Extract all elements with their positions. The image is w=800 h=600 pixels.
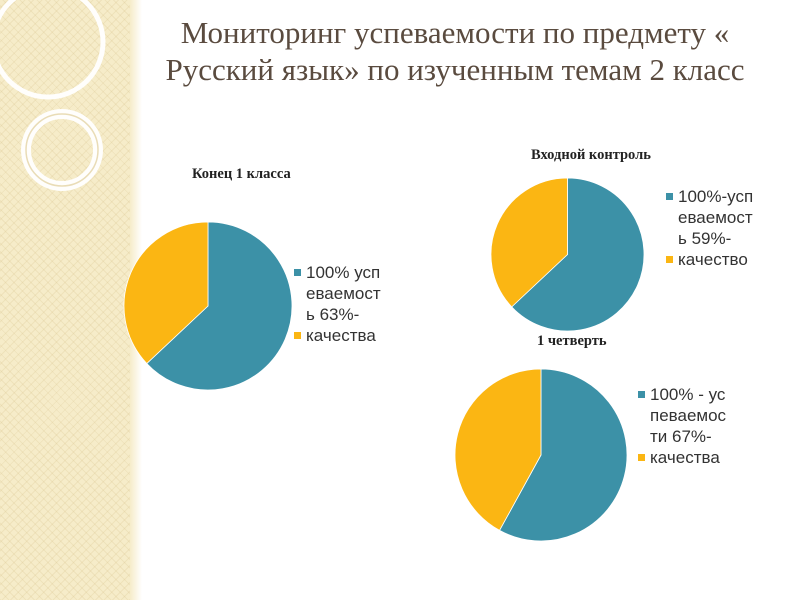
legend-swatch	[638, 454, 645, 461]
chart-title-quarter-1: 1 четверть	[537, 333, 607, 349]
legend-item-quality: качества	[638, 447, 728, 468]
legend-quarter-1: 100% - успеваемости 67%- качества	[638, 384, 728, 468]
chart-title-end-of-grade-1: Конец 1 класса	[192, 166, 291, 182]
pie-slice-quality	[123, 221, 209, 365]
legend-item-quality: качество	[666, 249, 756, 270]
pie-slice-success	[499, 368, 628, 542]
legend-entry-test: 100%-успеваемость 59%- качество	[666, 186, 756, 270]
legend-swatch	[294, 269, 301, 276]
legend-label: качество	[678, 250, 748, 269]
legend-item-success: 100% успеваемость 63%-	[294, 262, 389, 325]
pie-chart-quarter-1	[454, 368, 628, 542]
legend-label: качества	[650, 448, 720, 467]
legend-item-success: 100% - успеваемости 67%-	[638, 384, 728, 447]
decorative-circles	[0, 0, 106, 191]
decorative-left-band	[0, 0, 130, 600]
pie-slice-success	[146, 221, 293, 391]
slide-title: Мониторинг успеваемости по предмету « Ру…	[165, 15, 745, 87]
pie-chart-entry-test	[490, 177, 645, 332]
legend-label: 100% - успеваемости 67%-	[650, 385, 727, 446]
legend-label: 100%-успеваемость 59%-	[678, 187, 754, 248]
legend-swatch	[294, 332, 301, 339]
legend-item-quality: качества	[294, 325, 389, 346]
legend-label: 100% успеваемость 63%-	[306, 263, 381, 324]
legend-swatch	[666, 193, 673, 200]
chart-title-entry-test: Входной контроль	[531, 147, 651, 163]
pie-slice-quality	[490, 177, 568, 308]
legend-swatch	[666, 256, 673, 263]
pie-slice-quality	[454, 368, 542, 531]
pie-slice-success	[511, 177, 645, 332]
legend-item-success: 100%-успеваемость 59%-	[666, 186, 756, 249]
pie-chart-end-of-grade-1	[123, 221, 293, 391]
legend-label: качества	[306, 326, 376, 345]
legend-swatch	[638, 391, 645, 398]
legend-end-of-grade-1: 100% успеваемость 63%- качества	[294, 262, 389, 346]
